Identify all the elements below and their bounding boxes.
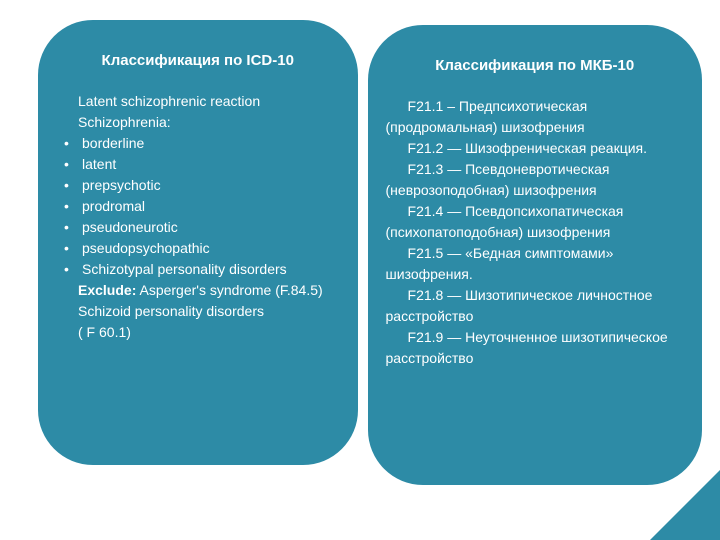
left-panel: Классификация по ICD-10 Latent schizophr… xyxy=(38,20,358,465)
list-item: pseudoneurotic xyxy=(60,217,340,238)
right-panel-title: Классификация по МКБ-10 xyxy=(386,55,684,78)
left-line-1: Latent schizophrenic reaction xyxy=(78,91,340,112)
list-item: Schizotypal personality disorders xyxy=(60,259,340,280)
list-item: prodromal xyxy=(60,196,340,217)
exclude-label: Exclude: xyxy=(78,282,136,298)
left-tail-1: Schizoid personality disorders xyxy=(78,301,340,322)
list-item: latent xyxy=(60,154,340,175)
left-tail-2: ( F 60.1) xyxy=(78,322,340,343)
code-item: F21.4 — Псевдопсихопатическая (психопато… xyxy=(386,201,684,243)
left-line-2: Schizophrenia: xyxy=(78,112,340,133)
code-item: F21.2 — Шизофреническая реакция. xyxy=(386,138,684,159)
list-item: prepsychotic xyxy=(60,175,340,196)
list-item: pseudopsychopathic xyxy=(60,238,340,259)
list-item: borderline xyxy=(60,133,340,154)
left-bullet-list: borderline latent prepsychotic prodromal… xyxy=(60,133,340,280)
exclude-text: Asperger's syndrome (F.84.5) xyxy=(136,282,322,298)
right-panel: Классификация по МКБ-10 F21.1 – Предпсих… xyxy=(368,25,702,485)
left-panel-title: Классификация по ICD-10 xyxy=(56,50,340,73)
corner-accent xyxy=(650,470,720,540)
code-item: F21.3 — Псевдоневротическая (неврозоподо… xyxy=(386,159,684,201)
right-code-list: F21.1 – Предпсихотическая (продромальная… xyxy=(386,96,684,369)
code-item: F21.5 — «Бедная симптомами» шизофрения. xyxy=(386,243,684,285)
code-item: F21.8 — Шизотипическое личностное расстр… xyxy=(386,285,684,327)
code-item: F21.1 – Предпсихотическая (продромальная… xyxy=(386,96,684,138)
exclude-line: Exclude: Asperger's syndrome (F.84.5) xyxy=(56,280,340,301)
code-item: F21.9 — Неуточненное шизотипическое расс… xyxy=(386,327,684,369)
panels-container: Классификация по ICD-10 Latent schizophr… xyxy=(0,0,720,540)
